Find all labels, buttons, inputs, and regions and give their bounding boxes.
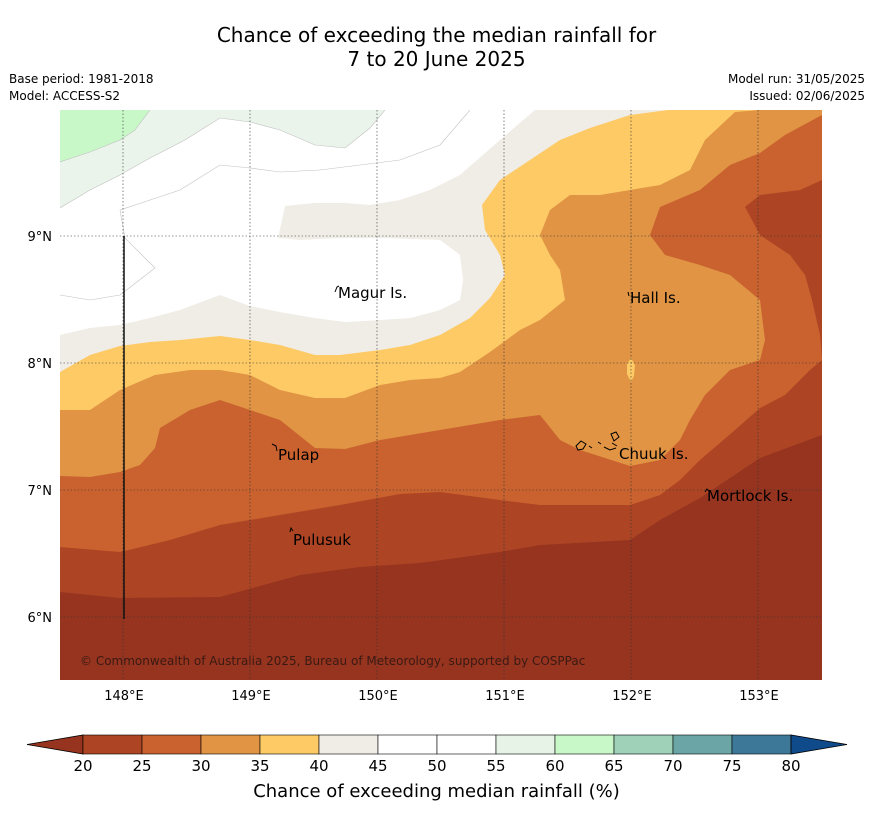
colorbar-segment [82, 734, 143, 755]
band-60-65 [60, 110, 150, 162]
colorbar-tick-label: 45 [368, 757, 387, 775]
place-label-pulap: Pulap [278, 446, 319, 464]
lat-label-8n: 8°N [28, 357, 53, 372]
colorbar-tick-label: 40 [309, 757, 328, 775]
place-label-mortlock: Mortlock Is. [707, 487, 793, 505]
colorbar-segment [377, 734, 438, 755]
place-label-chuuk: Chuuk Is. [619, 445, 688, 463]
lon-label-149e: 149°E [231, 689, 271, 704]
place-label-pulusuk: Pulusuk [293, 531, 351, 549]
lon-label-151e: 151°E [485, 689, 525, 704]
colorbar-tick-label: 80 [781, 757, 800, 775]
colorbar-tick-label: 60 [545, 757, 564, 775]
magur-island-shape [334, 285, 340, 293]
pulap-island-shape [271, 443, 278, 452]
colorbar-tick-label: 20 [73, 757, 92, 775]
place-label-hall: Hall Is. [630, 289, 681, 307]
place-label-magur: Magur Is. [338, 284, 407, 302]
model-name: Model: ACCESS-S2 [9, 89, 121, 103]
forecast-probability-field [60, 110, 822, 680]
island-outlines [271, 285, 710, 533]
colorbar-tick-label: 55 [486, 757, 505, 775]
lat-label-6n: 6°N [28, 611, 53, 626]
colorbar-segment [141, 734, 202, 755]
hall-island-shape [627, 291, 630, 297]
colorbar-segment [731, 734, 792, 755]
map-title-line2: 7 to 20 June 2025 [347, 47, 526, 71]
lon-label-150e: 150°E [358, 689, 398, 704]
colorbar-segment [200, 734, 261, 755]
colorbar-segment [554, 734, 615, 755]
colorbar-tick-label: 70 [663, 757, 682, 775]
copyright-notice: © Commonwealth of Australia 2025, Bureau… [80, 654, 585, 668]
lon-label-148e: 148°E [104, 689, 144, 704]
colorbar-title: Chance of exceeding median rainfall (%) [253, 781, 620, 802]
colorbar-tick-label: 75 [722, 757, 741, 775]
base-period: Base period: 1981-2018 [9, 72, 154, 86]
colorbar-tick-label: 35 [250, 757, 269, 775]
lon-label-153e: 153°E [739, 689, 779, 704]
graticule [60, 110, 822, 680]
lat-label-7n: 7°N [28, 484, 53, 499]
colorbar-segment [495, 734, 556, 755]
lon-label-152e: 152°E [612, 689, 652, 704]
issued-date: Issued: 02/06/2025 [749, 89, 865, 103]
colorbar-tick-label: 65 [604, 757, 623, 775]
colorbar-extend-high [790, 734, 848, 755]
colorbar-segment [672, 734, 733, 755]
mortlock-island-shape [704, 488, 710, 493]
band-55-60 [60, 110, 385, 208]
colorbar-segment [613, 734, 674, 755]
pulusuk-island-shape [289, 526, 294, 533]
lat-label-9n: 9°N [28, 230, 53, 245]
chuuk-islands-shape [575, 431, 620, 451]
colorbar-extend-low [26, 734, 84, 755]
band-50-55-inner [220, 206, 463, 322]
colorbar-tick-label: 25 [132, 757, 151, 775]
contour-lines [60, 110, 471, 301]
map-title-line1: Chance of exceeding the median rainfall … [216, 23, 657, 47]
colorbar-segment [436, 734, 497, 755]
colorbar-segment [259, 734, 320, 755]
colorbar-tick-label: 50 [427, 757, 446, 775]
model-run: Model run: 31/05/2025 [727, 72, 865, 86]
colorbar: 20 25 30 35 40 45 50 55 60 65 70 75 80 [26, 734, 848, 775]
colorbar-tick-label: 30 [191, 757, 210, 775]
colorbar-segment [318, 734, 379, 755]
